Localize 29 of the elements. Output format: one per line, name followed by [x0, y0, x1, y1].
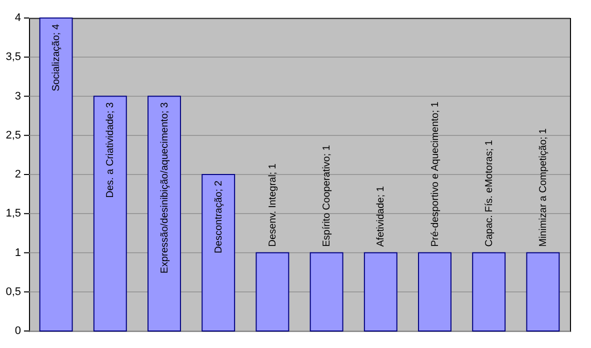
y-tick-label: 3: [14, 90, 21, 102]
bar: [364, 252, 398, 332]
bar: [418, 252, 452, 332]
y-tick-label: 1,5: [6, 208, 21, 220]
data-label: Descontração; 2: [213, 180, 224, 254]
data-label: Socialização; 4: [51, 24, 62, 92]
y-tick-label: 0: [14, 325, 21, 337]
data-label: Pré-desportivo e Aquecimento; 1: [430, 101, 441, 247]
bar: [256, 252, 290, 332]
bar: [526, 252, 560, 332]
bar: [310, 252, 344, 332]
data-label: Afetividade; 1: [376, 186, 387, 247]
y-tick-label: 4: [14, 12, 21, 24]
data-label: Capac. Fís. eMotoras; 1: [484, 140, 495, 247]
y-tick-label: 3,5: [6, 51, 21, 64]
y-tick-label: 1: [14, 246, 21, 259]
data-label: Espírito Cooperativo; 1: [322, 144, 333, 247]
y-tick-label: 2: [14, 168, 21, 180]
bar: [472, 252, 506, 332]
y-tick-label: 0,5: [6, 286, 21, 298]
bar: [93, 96, 127, 332]
data-label: Expressão/desinibição/aquecimento; 3: [159, 102, 170, 274]
data-label: Des. a Criatividade; 3: [105, 102, 116, 198]
data-label: Minimizar a Competição; 1: [538, 128, 549, 247]
bar: [202, 174, 236, 332]
bar: [39, 18, 73, 332]
y-tick-label: 2,5: [6, 129, 21, 142]
bar: [148, 96, 181, 332]
data-label: Desenv. Integral; 1: [267, 163, 278, 247]
